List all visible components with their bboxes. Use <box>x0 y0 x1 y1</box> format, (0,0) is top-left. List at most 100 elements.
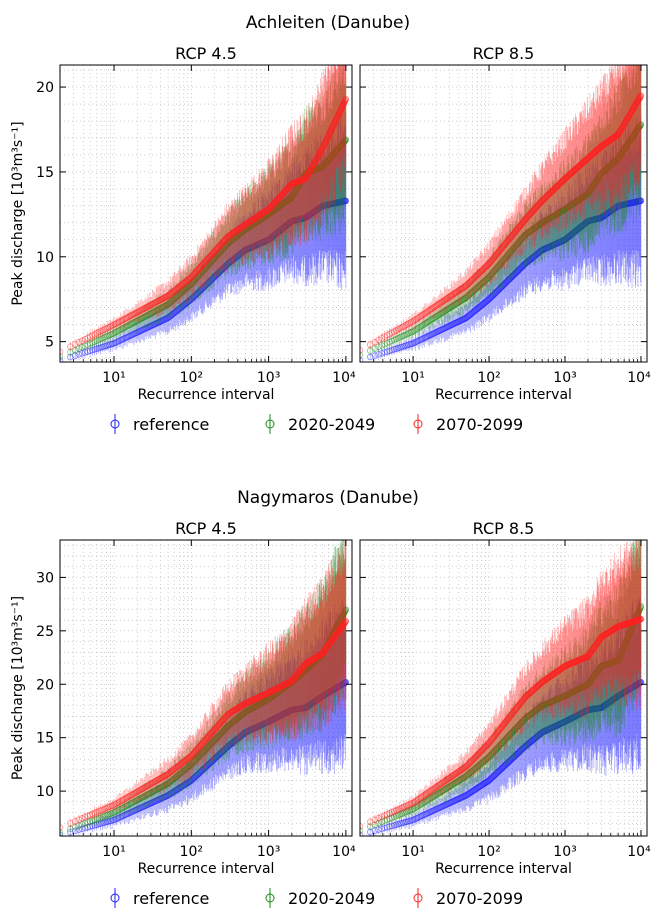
data-point <box>415 314 422 322</box>
data-point <box>167 312 175 319</box>
data-point <box>241 221 248 229</box>
data-point <box>595 215 603 222</box>
data-point <box>600 167 608 175</box>
data-point <box>517 265 524 272</box>
data-point <box>548 213 555 221</box>
data-point <box>333 114 341 122</box>
data-point <box>319 163 327 170</box>
data-point <box>490 268 497 276</box>
data-point <box>243 225 251 232</box>
data-point <box>566 202 574 210</box>
data-point <box>585 189 592 197</box>
data-point <box>283 221 291 229</box>
data-point <box>584 217 592 225</box>
data-point <box>331 149 338 157</box>
data-point <box>609 160 616 167</box>
data-point <box>236 251 243 258</box>
data-point <box>213 271 221 278</box>
data-point <box>632 198 640 206</box>
data-point <box>296 177 303 185</box>
data-point <box>269 233 276 241</box>
data-point <box>597 214 604 222</box>
data-point <box>108 322 116 329</box>
data-point <box>305 212 312 219</box>
data-point <box>232 254 239 261</box>
data-point <box>102 342 110 350</box>
data-point <box>554 210 562 217</box>
data-point <box>305 169 312 177</box>
data-point <box>86 333 94 340</box>
data-point <box>256 216 264 224</box>
data-point <box>528 254 536 262</box>
data-point <box>596 214 603 222</box>
data-point <box>410 327 418 335</box>
data-point <box>603 165 610 173</box>
data-point <box>273 229 281 237</box>
data-point <box>472 307 479 314</box>
data-point <box>340 100 347 107</box>
data-point <box>202 264 209 272</box>
data-point <box>314 205 322 213</box>
data-point <box>255 212 263 219</box>
data-point <box>91 338 98 345</box>
data-point <box>616 152 623 160</box>
data-point <box>102 333 110 341</box>
data-point <box>400 332 407 340</box>
data-point <box>466 278 474 286</box>
data-point <box>304 213 311 220</box>
data-point <box>222 236 229 243</box>
data-point <box>420 311 427 318</box>
data-point <box>281 188 289 195</box>
data-point <box>328 126 335 134</box>
data-point <box>335 199 342 206</box>
data-point <box>205 279 212 287</box>
data-point <box>67 353 74 361</box>
data-point <box>320 143 327 150</box>
data-point <box>250 221 257 228</box>
data-point <box>320 202 327 209</box>
data-point <box>186 282 193 289</box>
data-point <box>241 221 249 228</box>
data-point <box>569 230 577 237</box>
data-point <box>493 264 500 272</box>
data-point <box>633 198 640 206</box>
data-point <box>326 200 334 208</box>
data-point <box>425 307 432 315</box>
data-point <box>266 235 274 242</box>
data-point <box>254 213 261 220</box>
data-point <box>154 297 162 305</box>
data-point <box>89 332 96 339</box>
data-point <box>217 248 224 255</box>
data-point <box>602 211 609 218</box>
data-point <box>249 243 257 250</box>
data-point <box>234 252 242 260</box>
data-point <box>193 267 201 275</box>
data-point <box>543 244 551 252</box>
data-point <box>566 202 573 210</box>
data-point <box>204 280 211 287</box>
data-point <box>330 150 338 157</box>
data-point <box>383 332 391 339</box>
data-point <box>636 197 643 205</box>
data-point <box>443 295 450 303</box>
data-point <box>592 215 599 223</box>
data-point <box>336 198 344 206</box>
data-point <box>461 295 469 302</box>
data-point <box>257 211 264 218</box>
data-point <box>286 195 293 203</box>
data-point <box>120 324 127 332</box>
data-point <box>165 300 172 308</box>
data-point <box>527 227 535 234</box>
data-point <box>250 215 257 223</box>
data-point <box>418 335 426 343</box>
data-point <box>201 258 209 266</box>
data-point <box>542 217 550 224</box>
data-point <box>289 217 296 225</box>
data-point <box>326 130 333 138</box>
data-point <box>239 248 247 256</box>
data-point <box>248 222 255 229</box>
data-point <box>268 234 275 241</box>
data-point <box>168 311 176 319</box>
data-point <box>584 191 591 198</box>
data-point <box>624 200 631 208</box>
